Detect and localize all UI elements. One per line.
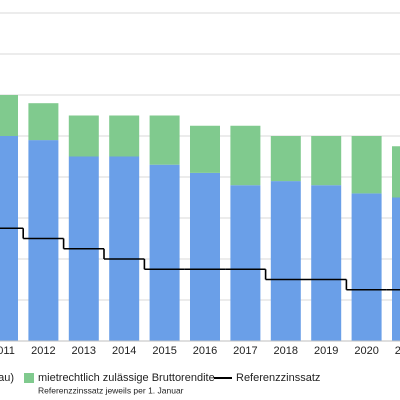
legend-label: mietrechtlich zulässige Bruttorendite: [38, 372, 215, 384]
bar-segment: [351, 136, 382, 194]
bar-segment: [190, 172, 220, 341]
bar-segment: [392, 197, 400, 341]
legend-label: au): [0, 372, 14, 384]
x-tick-label: 2019: [314, 345, 338, 357]
bar-segment: [270, 136, 301, 182]
bar-segment: [270, 181, 301, 341]
bar-segment: [0, 95, 18, 136]
bar-segment: [0, 136, 18, 341]
legend-swatch: [24, 373, 34, 383]
bar-segment: [392, 146, 400, 198]
bar-segment: [28, 103, 59, 141]
bar-segment: [230, 125, 261, 186]
x-tick-label: 2014: [112, 345, 136, 357]
x-tick-label: 2021: [395, 345, 400, 357]
bar-segment: [28, 140, 59, 341]
bar-segment: [230, 185, 261, 341]
bar-segment: [109, 156, 140, 341]
x-tick-label: 2015: [152, 345, 176, 357]
x-tick-label: 2018: [274, 345, 298, 357]
x-tick-label: 2012: [31, 345, 55, 357]
x-tick-label: 2013: [72, 345, 96, 357]
legend-label: Referenzzinssatz: [236, 372, 320, 384]
bar-segment: [149, 164, 180, 341]
bar-segment: [68, 115, 99, 157]
bar-segment: [149, 115, 180, 165]
x-tick-label: 2016: [193, 345, 217, 357]
bar-segment: [311, 185, 342, 341]
x-tick-label: 2020: [354, 345, 378, 357]
chart-note: Referenzzinssatz jeweils per 1. Januar: [38, 385, 184, 395]
x-tick-label: 2017: [233, 345, 257, 357]
bar-segment: [311, 136, 342, 186]
bar-segment: [351, 193, 382, 341]
bar-segment: [109, 115, 140, 157]
x-tick-label: 2011: [0, 345, 15, 357]
bar-segment: [190, 125, 220, 173]
